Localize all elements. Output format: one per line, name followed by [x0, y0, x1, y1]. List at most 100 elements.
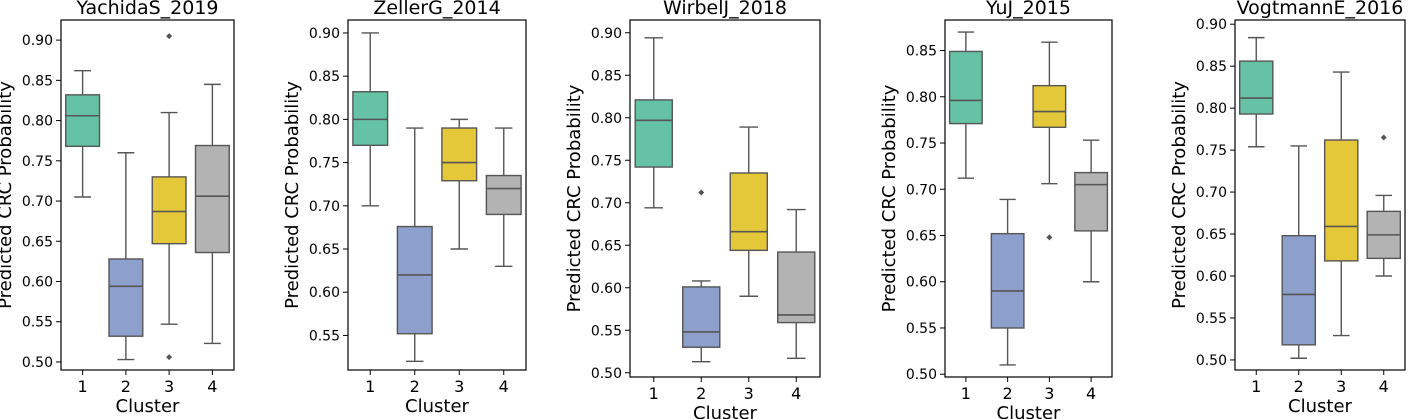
x-tick-label: 4: [499, 377, 509, 396]
y-axis-label: Predicted CRC Probability: [0, 81, 16, 309]
box-cluster-3: [1323, 71, 1359, 337]
y-tick-label: 0.90: [309, 26, 340, 42]
y-tick-label: 0.70: [309, 199, 340, 215]
box-iqr: [1074, 171, 1109, 232]
x-tick-label: 4: [1379, 377, 1389, 396]
box-iqr: [485, 174, 522, 216]
y-tick-label: 0.65: [906, 228, 937, 244]
axes-frame: [60, 19, 235, 371]
axes-frame: [944, 19, 1113, 378]
panel-title: WirbelJ_2018: [663, 0, 787, 19]
y-axis-label: Predicted CRC Probability: [1169, 81, 1190, 309]
box-cluster-4: [485, 127, 522, 267]
y-tick-label: 0.85: [22, 73, 53, 89]
box-cluster-3: [729, 126, 768, 297]
outlier-point: [166, 33, 173, 40]
axes-frame: [629, 19, 821, 378]
box-iqr: [352, 91, 389, 147]
x-tick-label: 1: [78, 377, 88, 396]
box-cluster-2: [108, 152, 144, 361]
x-tick-label: 2: [121, 377, 131, 396]
y-tick-label: 0.65: [309, 242, 340, 258]
panel-1: YachidaS_2019 0.50 0.55 0.60 0.65 0.70 0.75 0.8…: [0, 0, 235, 417]
x-tick-label: 2: [1294, 377, 1304, 396]
box-iqr: [1238, 60, 1274, 115]
box-cluster-4: [1074, 139, 1109, 283]
box-iqr: [194, 144, 230, 254]
x-tick-label: 1: [1251, 377, 1261, 396]
box-cluster-3: [441, 118, 478, 250]
box-cluster-1: [352, 32, 389, 207]
x-tick-label: 2: [1003, 384, 1013, 403]
x-tick-label: 1: [961, 384, 971, 403]
outlier-point: [166, 354, 173, 361]
y-tick-label: 0.85: [1196, 59, 1227, 75]
y-tick-label: 0.80: [1196, 101, 1227, 117]
y-tick-label: 0.75: [22, 154, 53, 170]
x-axis-label: Cluster: [997, 403, 1061, 419]
y-tick-label: 0.65: [22, 234, 53, 250]
x-tick-label: 1: [365, 377, 375, 396]
y-tick-label: 0.50: [22, 355, 53, 371]
box-cluster-2: [396, 127, 433, 363]
y-tick-label: 0.55: [1196, 311, 1227, 327]
outlier-point: [1046, 234, 1053, 241]
x-axis-label: Cluster: [693, 403, 757, 419]
y-tick-label: 0.85: [591, 68, 622, 84]
box-iqr: [990, 232, 1025, 329]
box-iqr: [1323, 139, 1359, 262]
y-tick-label: 0.60: [1196, 269, 1227, 285]
box-iqr: [108, 258, 144, 337]
y-tick-label: 0.75: [906, 136, 937, 152]
y-tick-label: 0.85: [309, 69, 340, 85]
box-iqr: [948, 50, 983, 125]
box-iqr: [1032, 84, 1067, 128]
panel-title: ZellerG_2014: [373, 0, 500, 19]
panel-4: YuJ_2015 0.50 0.55 0.60 0.65 0.70 0.75 0.80 0.85…: [879, 0, 1113, 419]
y-tick-label: 0.90: [1196, 17, 1227, 33]
y-tick-label: 0.90: [22, 33, 53, 49]
y-tick-label: 0.80: [309, 112, 340, 128]
axes-frame: [1234, 19, 1406, 371]
y-tick-label: 0.60: [906, 275, 937, 291]
x-tick-label: 3: [744, 384, 754, 403]
box-cluster-3: [1032, 41, 1067, 241]
box-cluster-2: [990, 198, 1025, 366]
box-cluster-4: [777, 208, 816, 359]
box-cluster-4: [1366, 134, 1402, 277]
box-cluster-1: [948, 31, 983, 179]
x-tick-label: 3: [1044, 384, 1054, 403]
y-tick-label: 0.80: [906, 90, 937, 106]
y-tick-label: 0.55: [22, 315, 53, 331]
box-iqr: [441, 127, 478, 182]
outlier-point: [698, 189, 705, 196]
y-tick-label: 0.70: [591, 196, 622, 212]
y-tick-label: 0.50: [591, 366, 622, 382]
y-tick-label: 0.60: [22, 274, 53, 290]
panel-2: ZellerG_2014 0.55 0.60 0.65 0.70 0.75 0.80 0.85…: [282, 0, 527, 417]
x-axis-label: Cluster: [405, 396, 469, 417]
y-tick-label: 0.60: [591, 281, 622, 297]
box-cluster-1: [634, 37, 673, 209]
x-tick-label: 4: [207, 377, 217, 396]
y-tick-label: 0.85: [906, 44, 937, 60]
x-tick-label: 4: [791, 384, 801, 403]
box-iqr: [729, 172, 768, 252]
y-tick-label: 0.55: [591, 323, 622, 339]
y-tick-label: 0.80: [22, 114, 53, 130]
x-tick-label: 2: [410, 377, 420, 396]
box-iqr: [682, 286, 721, 348]
y-tick-label: 0.75: [591, 153, 622, 169]
box-iqr: [151, 176, 187, 245]
panel-5: VogtmannE_2016 0.50 0.55 0.60 0.65 0.70 0.75 0.…: [1169, 0, 1406, 417]
panel-title: VogtmannE_2016: [1237, 0, 1404, 19]
y-tick-label: 0.50: [906, 367, 937, 383]
panel-title: YachidaS_2019: [75, 0, 218, 19]
panel-3: WirbelJ_2018 0.50 0.55 0.60 0.65 0.70 0.75 0.80…: [564, 0, 821, 419]
x-tick-label: 1: [649, 384, 659, 403]
y-tick-label: 0.65: [591, 238, 622, 254]
y-tick-label: 0.60: [309, 285, 340, 301]
box-cluster-1: [65, 69, 101, 198]
box-iqr: [634, 99, 673, 168]
box-cluster-1: [1238, 36, 1274, 148]
